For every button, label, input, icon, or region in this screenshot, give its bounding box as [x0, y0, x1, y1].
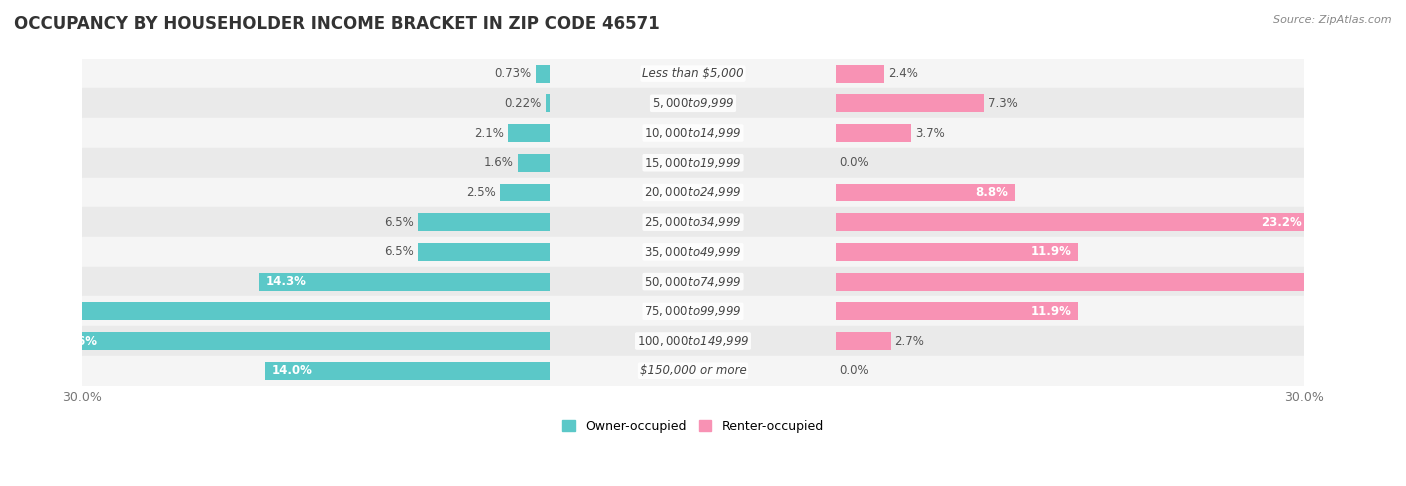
Text: 8.8%: 8.8% [976, 186, 1008, 199]
Text: 0.0%: 0.0% [839, 156, 869, 169]
Bar [835, 124, 911, 142]
Text: OCCUPANCY BY HOUSEHOLDER INCOME BRACKET IN ZIP CODE 46571: OCCUPANCY BY HOUSEHOLDER INCOME BRACKET … [14, 15, 659, 33]
Text: 2.4%: 2.4% [889, 67, 918, 80]
Bar [82, 59, 1303, 88]
Bar [835, 243, 1078, 261]
Text: 0.0%: 0.0% [839, 364, 869, 377]
Bar [508, 124, 551, 142]
Bar [49, 332, 551, 350]
Text: $5,000 to $9,999: $5,000 to $9,999 [652, 96, 734, 110]
Text: 27.0%: 27.0% [7, 305, 48, 318]
Bar [82, 326, 1303, 356]
Bar [82, 356, 1303, 385]
Text: $10,000 to $14,999: $10,000 to $14,999 [644, 126, 742, 140]
Text: $150,000 or more: $150,000 or more [640, 364, 747, 377]
Bar [259, 273, 551, 291]
Bar [82, 267, 1303, 296]
Text: $100,000 to $149,999: $100,000 to $149,999 [637, 334, 749, 348]
Bar [418, 243, 551, 261]
Bar [499, 184, 551, 201]
Bar [82, 177, 1303, 208]
Text: 2.7%: 2.7% [894, 334, 925, 347]
Text: $50,000 to $74,999: $50,000 to $74,999 [644, 275, 742, 289]
Text: $20,000 to $24,999: $20,000 to $24,999 [644, 186, 742, 199]
Text: 24.6%: 24.6% [56, 334, 97, 347]
Text: 23.2%: 23.2% [1261, 216, 1302, 229]
Text: 11.9%: 11.9% [1031, 245, 1071, 259]
Text: $75,000 to $99,999: $75,000 to $99,999 [644, 304, 742, 318]
Bar [82, 208, 1303, 237]
Bar [1, 302, 551, 320]
Text: $25,000 to $34,999: $25,000 to $34,999 [644, 215, 742, 229]
Bar [82, 296, 1303, 326]
Text: $35,000 to $49,999: $35,000 to $49,999 [644, 245, 742, 259]
Text: 6.5%: 6.5% [384, 216, 415, 229]
Text: 6.5%: 6.5% [384, 245, 415, 259]
Text: Source: ZipAtlas.com: Source: ZipAtlas.com [1274, 15, 1392, 25]
Bar [835, 184, 1015, 201]
Bar [546, 94, 551, 112]
Bar [266, 362, 551, 380]
Legend: Owner-occupied, Renter-occupied: Owner-occupied, Renter-occupied [557, 415, 828, 438]
Text: 14.3%: 14.3% [266, 275, 307, 288]
Bar [82, 148, 1303, 177]
Bar [835, 302, 1078, 320]
Text: 0.22%: 0.22% [505, 97, 541, 110]
Text: 2.5%: 2.5% [465, 186, 495, 199]
Bar [418, 213, 551, 231]
Text: 1.6%: 1.6% [484, 156, 513, 169]
Bar [82, 118, 1303, 148]
Text: 2.1%: 2.1% [474, 126, 503, 139]
Text: 28.1%: 28.1% [1361, 275, 1402, 288]
Bar [82, 237, 1303, 267]
Text: 0.73%: 0.73% [495, 67, 531, 80]
Bar [536, 65, 551, 83]
Text: 7.3%: 7.3% [988, 97, 1018, 110]
Bar [835, 213, 1308, 231]
Bar [835, 65, 884, 83]
Text: $15,000 to $19,999: $15,000 to $19,999 [644, 156, 742, 170]
Text: 3.7%: 3.7% [915, 126, 945, 139]
Text: 14.0%: 14.0% [271, 364, 312, 377]
Text: 11.9%: 11.9% [1031, 305, 1071, 318]
Bar [835, 332, 890, 350]
Text: Less than $5,000: Less than $5,000 [643, 67, 744, 80]
Bar [835, 94, 984, 112]
Bar [517, 154, 551, 172]
Bar [82, 88, 1303, 118]
Bar [835, 273, 1406, 291]
